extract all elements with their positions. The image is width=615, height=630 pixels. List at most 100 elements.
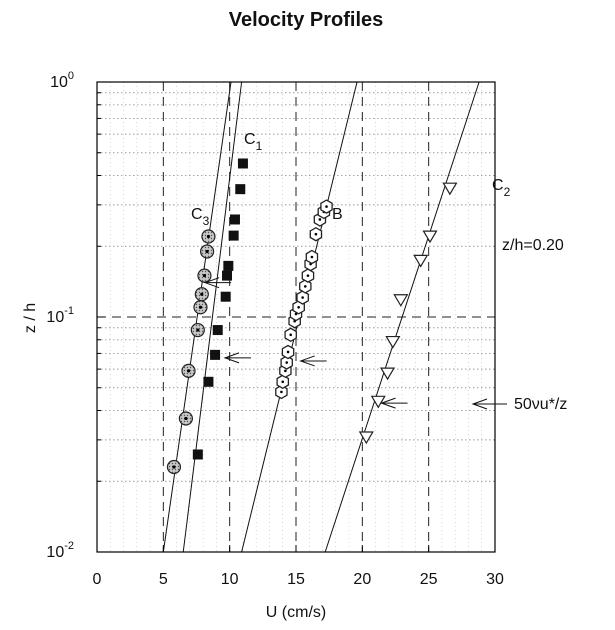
annotation-arrow bbox=[299, 355, 327, 367]
series-label-main: C bbox=[191, 206, 203, 223]
marker-triangle bbox=[358, 431, 374, 445]
marker-circle bbox=[181, 363, 196, 378]
marker-circle bbox=[166, 459, 182, 475]
marker-square bbox=[223, 260, 234, 271]
marker-hexagon-dot bbox=[318, 218, 322, 221]
marker-square bbox=[237, 158, 248, 169]
marker-hexagon-dot bbox=[284, 369, 287, 373]
marker-square bbox=[212, 325, 223, 336]
y-tick-label: 100 bbox=[50, 70, 74, 91]
arrow-head bbox=[299, 355, 315, 367]
y-axis-label: z / h bbox=[22, 303, 39, 333]
marker-circle bbox=[193, 300, 208, 315]
series-label: B bbox=[332, 206, 343, 223]
marker-hexagon bbox=[299, 279, 312, 294]
marker-hexagon-dot bbox=[289, 333, 292, 337]
series-label-main: C bbox=[492, 177, 504, 194]
marker-hexagon bbox=[280, 355, 293, 370]
marker-hexagon-dot bbox=[297, 305, 300, 309]
marker-hexagon bbox=[301, 268, 315, 283]
marker-circle-dot bbox=[202, 274, 207, 278]
y-tick-base: 10 bbox=[46, 544, 64, 561]
marker-circle bbox=[194, 287, 209, 302]
series-label-subscript: 1 bbox=[256, 139, 263, 153]
marker-triangle bbox=[422, 230, 438, 244]
data-markers bbox=[166, 158, 458, 475]
marker-hexagon-dot bbox=[285, 361, 289, 364]
x-tick-label: 10 bbox=[221, 571, 239, 588]
marker-hexagon-dot bbox=[306, 274, 310, 277]
marker-circle-dot bbox=[196, 328, 200, 332]
x-tick-label: 30 bbox=[486, 571, 504, 588]
marker-hexagon bbox=[275, 384, 288, 400]
marker-hexagon-dot bbox=[301, 296, 304, 299]
y-tick-exponent: -1 bbox=[64, 305, 74, 317]
marker-circle-dot bbox=[184, 416, 188, 421]
marker-triangle bbox=[379, 367, 396, 381]
marker-triangle bbox=[370, 395, 386, 409]
marker-hexagon-dot bbox=[286, 350, 290, 354]
x-axis-label: U (cm/s) bbox=[266, 604, 326, 621]
series-label: C1 bbox=[244, 131, 263, 153]
marker-hexagon-dot bbox=[325, 205, 328, 208]
annotation-arrow bbox=[471, 398, 507, 410]
series-label-subscript: 2 bbox=[504, 185, 511, 199]
marker-hexagon bbox=[281, 344, 295, 360]
annotation-arrow bbox=[223, 352, 252, 364]
x-tick-label: 20 bbox=[353, 571, 371, 588]
chart-title: Velocity Profiles bbox=[229, 9, 384, 31]
series-label: C3 bbox=[191, 206, 210, 228]
marker-circle bbox=[190, 322, 205, 338]
marker-circle-dot bbox=[186, 369, 191, 373]
annotation-arrow bbox=[203, 277, 232, 289]
marker-square bbox=[235, 184, 246, 195]
x-tick-label: 5 bbox=[159, 571, 168, 588]
marker-hexagon bbox=[309, 226, 323, 242]
marker-circle bbox=[197, 268, 212, 283]
marker-circle-dot bbox=[198, 305, 203, 309]
marker-circle-dot bbox=[200, 292, 204, 296]
y-tick-label: 10-1 bbox=[46, 305, 74, 326]
marker-hexagon-dot bbox=[314, 232, 318, 236]
marker-circle bbox=[200, 244, 215, 259]
x-tick-label: 15 bbox=[287, 571, 305, 588]
marker-square bbox=[210, 349, 221, 360]
y-tick-base: 10 bbox=[50, 74, 68, 91]
marker-square bbox=[203, 376, 214, 387]
marker-square bbox=[192, 449, 203, 460]
marker-square bbox=[220, 291, 231, 302]
series-label-main: B bbox=[332, 206, 343, 223]
marker-circle bbox=[178, 411, 193, 426]
marker-circle-dot bbox=[205, 249, 209, 254]
annotation-arrow bbox=[380, 397, 408, 409]
marker-hexagon bbox=[305, 249, 319, 265]
arrow-head bbox=[471, 398, 488, 410]
marker-circle-dot bbox=[172, 465, 176, 469]
fit-line bbox=[324, 81, 480, 553]
zh-annotation: z/h=0.20 bbox=[502, 237, 564, 254]
marker-hexagon bbox=[276, 374, 290, 390]
marker-hexagon bbox=[320, 199, 333, 214]
series-label-main: C bbox=[244, 131, 256, 148]
marker-square bbox=[229, 214, 240, 225]
series-label: C2 bbox=[492, 177, 511, 199]
x-tick-label: 25 bbox=[420, 571, 438, 588]
arrow-head bbox=[223, 352, 240, 364]
series-label-subscript: 3 bbox=[203, 214, 210, 228]
marker-hexagon-dot bbox=[280, 390, 283, 394]
marker-hexagon bbox=[296, 290, 309, 305]
marker-circle bbox=[201, 229, 216, 244]
marker-square bbox=[228, 230, 239, 241]
y-tick-base: 10 bbox=[46, 309, 64, 326]
y-tick-exponent: 0 bbox=[68, 70, 74, 82]
x-tick-label: 0 bbox=[93, 571, 102, 588]
marker-hexagon-dot bbox=[281, 380, 285, 384]
annotation-arrows bbox=[203, 277, 507, 410]
nu-annotation: 50νu*/z bbox=[514, 396, 567, 413]
y-tick-label: 10-2 bbox=[46, 540, 74, 561]
arrow-head bbox=[203, 277, 220, 289]
marker-triangle bbox=[393, 294, 409, 307]
